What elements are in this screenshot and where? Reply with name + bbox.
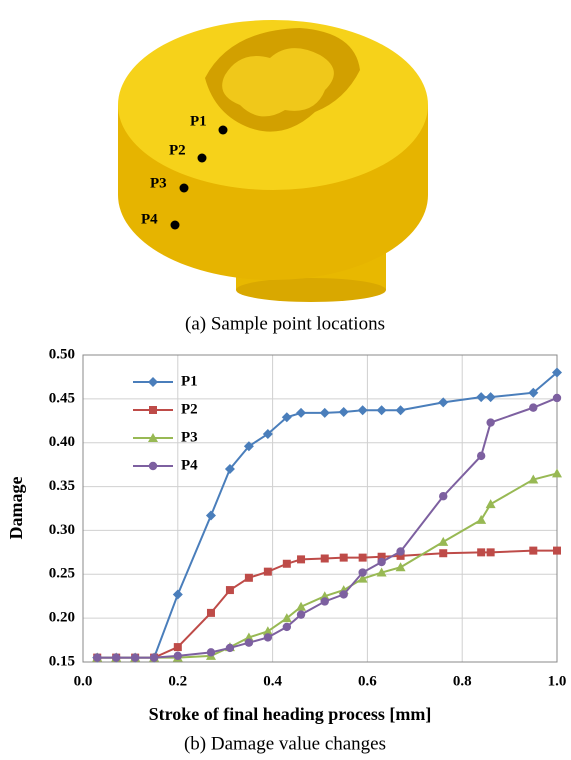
marker bbox=[296, 408, 306, 418]
point-dot bbox=[198, 154, 207, 163]
marker bbox=[340, 590, 348, 598]
marker bbox=[553, 394, 561, 402]
page: P1 P2 P3 P4 (a) Sample point locations (… bbox=[0, 0, 571, 760]
marker bbox=[245, 639, 253, 647]
marker bbox=[396, 562, 406, 571]
shank-bottom bbox=[236, 278, 386, 302]
marker bbox=[377, 558, 385, 566]
caption: (b) Damage value changes bbox=[184, 733, 386, 754]
marker bbox=[283, 560, 291, 568]
marker bbox=[340, 554, 348, 562]
y-axis-title: Damage bbox=[6, 476, 26, 539]
marker bbox=[131, 653, 139, 661]
marker bbox=[476, 392, 486, 402]
marker bbox=[206, 511, 216, 521]
y-tick-label: 0.35 bbox=[49, 478, 75, 494]
marker bbox=[552, 468, 562, 477]
marker bbox=[207, 609, 215, 617]
x-tick-label: 1.0 bbox=[548, 673, 567, 689]
marker bbox=[93, 653, 101, 661]
marker bbox=[297, 610, 305, 618]
x-tick-label: 0.8 bbox=[453, 673, 472, 689]
y-tick-label: 0.30 bbox=[49, 522, 75, 538]
figure: P1 P2 P3 P4 (a) Sample point locations (… bbox=[0, 0, 571, 760]
marker bbox=[438, 537, 448, 546]
legend-label: P1 bbox=[181, 373, 198, 389]
marker bbox=[477, 452, 485, 460]
series-line bbox=[97, 398, 557, 658]
marker bbox=[359, 554, 367, 562]
point-dot bbox=[171, 221, 180, 230]
marker bbox=[487, 548, 495, 556]
point-dot bbox=[180, 184, 189, 193]
legend-label: P4 bbox=[181, 457, 198, 473]
marker bbox=[476, 515, 486, 524]
y-tick-label: 0.20 bbox=[49, 610, 75, 626]
y-tick-label: 0.15 bbox=[49, 653, 75, 669]
marker bbox=[486, 499, 496, 508]
marker bbox=[245, 574, 253, 582]
marker bbox=[486, 392, 496, 402]
marker bbox=[396, 547, 404, 555]
marker bbox=[529, 403, 537, 411]
series-line bbox=[97, 473, 557, 657]
marker bbox=[149, 406, 157, 414]
marker bbox=[149, 462, 157, 470]
marker bbox=[439, 492, 447, 500]
marker bbox=[529, 547, 537, 555]
point-label: P1 bbox=[190, 113, 207, 129]
marker bbox=[148, 377, 158, 387]
marker bbox=[477, 548, 485, 556]
marker bbox=[264, 633, 272, 641]
point-dot bbox=[219, 126, 228, 135]
marker bbox=[553, 547, 561, 555]
marker bbox=[486, 418, 494, 426]
y-tick-label: 0.25 bbox=[49, 566, 75, 582]
marker bbox=[320, 408, 330, 418]
x-tick-label: 0.0 bbox=[74, 673, 93, 689]
legend-label: P3 bbox=[181, 429, 198, 445]
x-tick-label: 0.4 bbox=[263, 673, 282, 689]
marker bbox=[439, 549, 447, 557]
marker bbox=[112, 653, 120, 661]
x-axis-title: Stroke of final heading process [mm] bbox=[149, 704, 432, 724]
marker bbox=[174, 652, 182, 660]
marker bbox=[358, 568, 366, 576]
marker bbox=[207, 648, 215, 656]
plot-frame bbox=[83, 355, 557, 662]
x-tick-label: 0.6 bbox=[358, 673, 377, 689]
marker bbox=[173, 589, 183, 599]
marker bbox=[174, 643, 182, 651]
marker bbox=[396, 405, 406, 415]
legend-label: P2 bbox=[181, 401, 198, 417]
marker bbox=[150, 653, 158, 661]
marker bbox=[321, 597, 329, 605]
point-label: P4 bbox=[141, 211, 158, 227]
y-tick-label: 0.50 bbox=[49, 346, 75, 362]
point-label: P2 bbox=[169, 142, 186, 158]
marker bbox=[264, 568, 272, 576]
screw-illustration: P1 P2 P3 P4 bbox=[118, 20, 428, 302]
marker bbox=[339, 407, 349, 417]
caption: (a) Sample point locations bbox=[185, 313, 385, 334]
y-tick-label: 0.40 bbox=[49, 434, 75, 450]
y-tick-label: 0.45 bbox=[49, 390, 75, 406]
marker bbox=[226, 586, 234, 594]
marker bbox=[321, 554, 329, 562]
point-label: P3 bbox=[150, 175, 167, 191]
marker bbox=[297, 555, 305, 563]
marker bbox=[377, 405, 387, 415]
marker bbox=[358, 405, 368, 415]
x-tick-label: 0.2 bbox=[168, 673, 187, 689]
marker bbox=[283, 623, 291, 631]
marker bbox=[226, 644, 234, 652]
